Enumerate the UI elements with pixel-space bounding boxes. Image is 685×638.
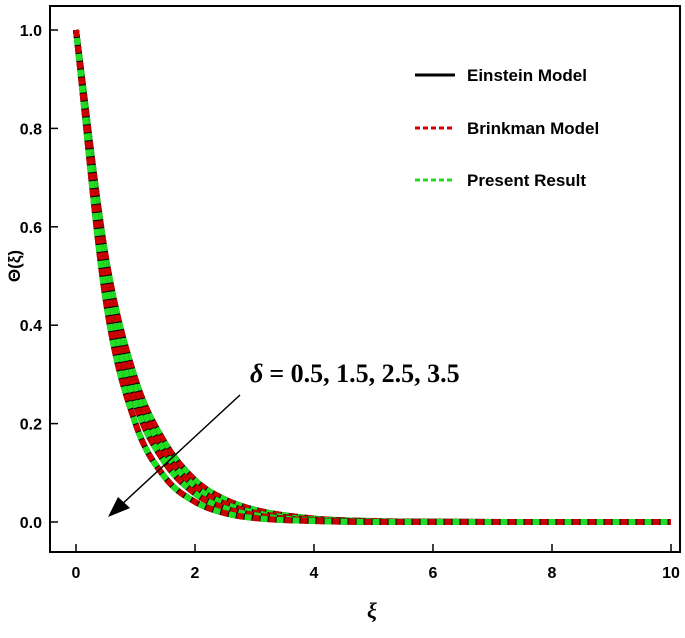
x-axis-title: ξ <box>367 598 377 623</box>
delta-annotation: δ = 0.5, 1.5, 2.5, 3.5 <box>108 359 460 517</box>
annotation-values: = 0.5, 1.5, 2.5, 3.5 <box>269 359 459 388</box>
legend: Einstein Model Brinkman Model Present Re… <box>415 66 599 190</box>
annotation-symbol: δ <box>250 359 263 388</box>
x-tick-label: 2 <box>191 565 200 582</box>
x-tick-label: 0 <box>72 565 81 582</box>
y-tick-label: 0.0 <box>20 515 42 532</box>
einstein-curve-delta-1.5 <box>73 29 671 525</box>
x-tick-label: 10 <box>662 565 680 582</box>
annotation-text: δ = 0.5, 1.5, 2.5, 3.5 <box>250 359 460 388</box>
x-tick-label: 8 <box>548 565 557 582</box>
y-tick-label: 0.2 <box>20 417 42 434</box>
present-curve-delta-0.5 <box>73 29 671 526</box>
present-curve-delta-2.5 <box>73 29 671 526</box>
y-tick-label: 0.8 <box>20 121 42 138</box>
x-tick-label: 4 <box>310 565 319 582</box>
legend-label-present: Present Result <box>467 171 586 190</box>
y-tick-label: 1.0 <box>20 23 42 40</box>
axes-group: 0 2 4 6 8 10 0.0 0.2 0.4 0.6 0.8 1.0 <box>20 23 680 582</box>
annotation-arrow <box>119 394 241 507</box>
plot-frame <box>49 5 681 553</box>
brinkman-curve-delta-3.5 <box>73 29 671 525</box>
legend-label-brinkman: Brinkman Model <box>467 119 599 138</box>
curves-group <box>73 29 671 526</box>
x-tick-label: 6 <box>429 565 438 582</box>
y-tick-label: 0.4 <box>20 318 42 335</box>
y-axis-title: Θ(ξ) <box>5 250 24 282</box>
annotation-arrowhead <box>108 497 130 517</box>
y-tick-label: 0.6 <box>20 220 42 237</box>
legend-label-einstein: Einstein Model <box>467 66 587 85</box>
present-curve-delta-3.5 <box>73 29 671 525</box>
